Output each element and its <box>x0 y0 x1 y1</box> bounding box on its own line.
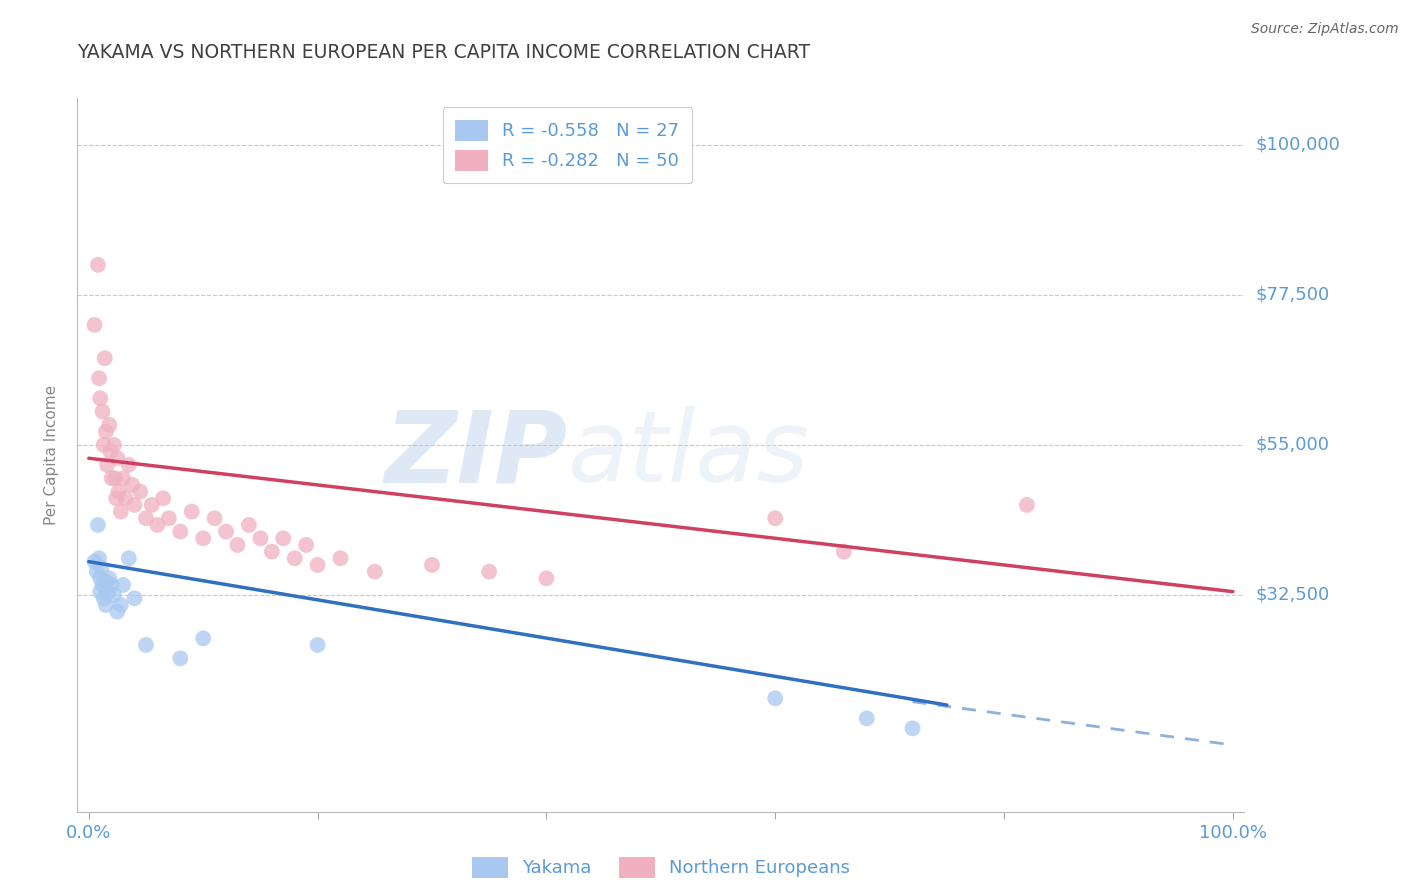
Point <box>89 584 111 599</box>
Point <box>89 391 111 405</box>
Point <box>226 538 249 552</box>
Point <box>307 558 329 572</box>
Point <box>146 518 169 533</box>
Point <box>295 538 318 552</box>
Point <box>169 651 191 665</box>
Point <box>87 518 110 533</box>
Point <box>129 484 152 499</box>
Point <box>169 524 191 539</box>
Text: $55,000: $55,000 <box>1256 436 1330 454</box>
Point <box>100 471 122 485</box>
Point <box>91 578 114 592</box>
Point <box>103 588 125 602</box>
Legend: Yakama, Northern Europeans: Yakama, Northern Europeans <box>464 849 858 885</box>
Point <box>141 498 163 512</box>
Point <box>855 711 877 725</box>
Point <box>1015 498 1038 512</box>
Point <box>271 531 294 545</box>
Text: YAKAMA VS NORTHERN EUROPEAN PER CAPITA INCOME CORRELATION CHART: YAKAMA VS NORTHERN EUROPEAN PER CAPITA I… <box>77 44 810 62</box>
Point <box>204 511 226 525</box>
Point <box>104 471 127 485</box>
Text: $32,500: $32,500 <box>1256 586 1330 604</box>
Point <box>112 578 135 592</box>
Point <box>121 478 143 492</box>
Point <box>94 574 117 589</box>
Point <box>87 371 110 385</box>
Point <box>152 491 174 506</box>
Text: Source: ZipAtlas.com: Source: ZipAtlas.com <box>1251 22 1399 37</box>
Point <box>249 531 271 545</box>
Point <box>329 551 352 566</box>
Point <box>832 544 855 558</box>
Point <box>124 591 146 606</box>
Point <box>105 491 128 506</box>
Point <box>193 632 215 646</box>
Point <box>420 558 443 572</box>
Point <box>91 404 114 418</box>
Point <box>94 425 117 439</box>
Point <box>112 471 135 485</box>
Point <box>157 511 180 525</box>
Point <box>536 571 558 585</box>
Point <box>118 458 141 472</box>
Point <box>180 505 202 519</box>
Point <box>86 565 108 579</box>
Text: $100,000: $100,000 <box>1256 136 1340 153</box>
Point <box>307 638 329 652</box>
Point <box>96 458 118 472</box>
Point <box>135 638 157 652</box>
Point <box>98 417 121 432</box>
Point <box>135 511 157 525</box>
Point <box>98 571 121 585</box>
Point <box>110 505 132 519</box>
Point <box>94 351 117 366</box>
Point <box>193 531 215 545</box>
Point <box>103 438 125 452</box>
Point <box>901 722 924 736</box>
Point <box>763 691 786 706</box>
Point <box>94 598 117 612</box>
Text: ZIP: ZIP <box>384 407 568 503</box>
Y-axis label: Per Capita Income: Per Capita Income <box>44 384 59 525</box>
Point <box>87 551 110 566</box>
Point <box>90 561 112 575</box>
Point <box>83 318 105 332</box>
Point <box>89 571 111 585</box>
Point <box>105 451 128 466</box>
Text: $77,500: $77,500 <box>1256 285 1330 304</box>
Point <box>93 438 115 452</box>
Point <box>364 565 387 579</box>
Point <box>763 511 786 525</box>
Point <box>93 591 115 606</box>
Point <box>478 565 501 579</box>
Point <box>105 605 128 619</box>
Point <box>215 524 238 539</box>
Point <box>100 578 122 592</box>
Text: atlas: atlas <box>568 407 808 503</box>
Point <box>107 484 129 499</box>
Point <box>260 544 283 558</box>
Point <box>124 498 146 512</box>
Point <box>100 444 122 458</box>
Point <box>110 598 132 612</box>
Point <box>118 551 141 566</box>
Point <box>87 258 110 272</box>
Point <box>83 555 105 569</box>
Point <box>238 518 260 533</box>
Point <box>114 491 136 506</box>
Point <box>97 584 120 599</box>
Point <box>284 551 307 566</box>
